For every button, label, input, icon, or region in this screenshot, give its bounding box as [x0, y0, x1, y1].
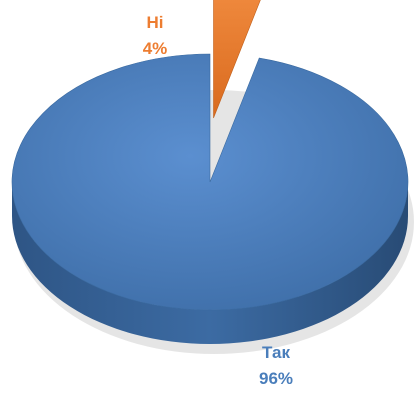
pie-slice-Ні — [213, 0, 261, 119]
data-label-percent: 4% — [143, 39, 168, 58]
pie-slice-Так — [11, 53, 409, 311]
data-label-category: Ні — [147, 13, 164, 32]
pie-slice-side-2 — [12, 182, 408, 344]
pie-slices — [11, 0, 409, 311]
data-label-percent: 96% — [259, 369, 293, 388]
pie-data-labels: Ні 4% Так 96% — [143, 13, 293, 388]
pie-side-walls — [12, 182, 408, 344]
data-label-category: Так — [262, 343, 290, 362]
